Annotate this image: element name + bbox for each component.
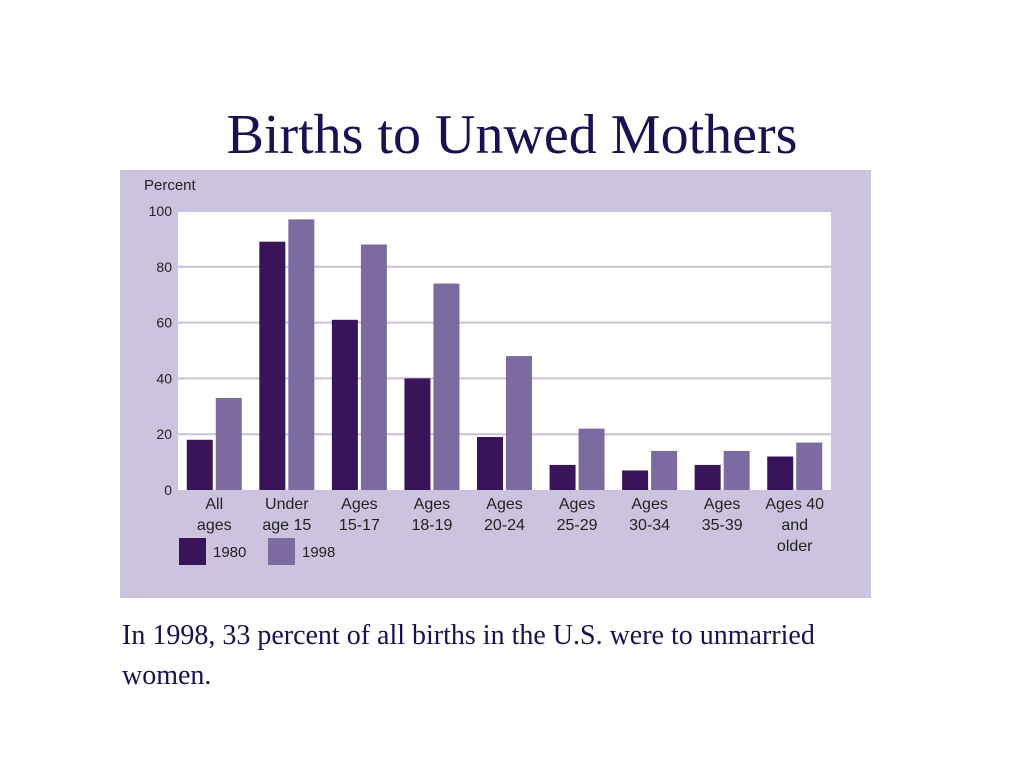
bar-1998-8 — [796, 442, 823, 490]
y-tick-label: 100 — [149, 203, 173, 219]
plot-area — [178, 211, 831, 490]
bar-1998-5 — [578, 428, 605, 490]
bar-1980-4 — [477, 436, 503, 490]
bar-1980-3 — [404, 378, 431, 490]
bar-1980-8 — [767, 456, 794, 490]
bar-1980-0 — [186, 439, 213, 490]
y-tick-label: 40 — [156, 370, 172, 386]
y-tick-label: 60 — [156, 315, 172, 331]
bar-1998-6 — [651, 450, 678, 490]
bar-chart: 0 20 40 60 80 100 Percent All ages Under age 15 Age… — [144, 177, 831, 565]
x-tick-label: Ages 20-24 — [484, 496, 525, 534]
y-tick-label: 80 — [156, 259, 172, 275]
caption: In 1998, 33 percent of all births in the… — [122, 620, 815, 691]
bar-1980-6 — [622, 470, 649, 490]
y-axis-label: Percent — [144, 177, 197, 194]
bar-1998-2 — [360, 244, 387, 490]
legend-label-1980: 1980 — [213, 544, 246, 561]
legend-label-1998: 1998 — [302, 544, 335, 561]
chart-panel: 0 20 40 60 80 100 Percent All ages Under age 15 Age… — [120, 170, 871, 598]
bar-1980-5 — [549, 464, 576, 490]
bar-1998-0 — [215, 397, 242, 490]
bar-1980-2 — [331, 319, 358, 490]
bar-1980-1 — [259, 241, 286, 490]
x-tick-label: Ages 18-19 — [411, 496, 452, 534]
x-tick-label: Ages 30-34 — [629, 496, 670, 534]
slide-title: Births to Unwed Mothers — [226, 104, 798, 166]
x-tick-label: All ages — [197, 496, 232, 534]
y-tick-label: 20 — [156, 426, 172, 442]
bar-1998-4 — [506, 356, 532, 490]
x-tick-label: Under age 15 — [262, 496, 311, 534]
bar-1998-7 — [723, 450, 750, 490]
legend-swatch-1980 — [179, 538, 206, 565]
x-tick-label: Ages 15-17 — [339, 496, 380, 534]
y-tick-label: 0 — [164, 482, 172, 498]
x-tick-label: Ages 25-29 — [557, 496, 598, 534]
bar-1980-7 — [694, 464, 721, 490]
bar-1998-1 — [288, 219, 315, 490]
x-tick-label: Ages 35-39 — [702, 496, 743, 534]
x-tick-label: Ages 40 and older — [765, 496, 824, 555]
legend-swatch-1998 — [268, 538, 295, 565]
bar-1998-3 — [433, 283, 460, 490]
